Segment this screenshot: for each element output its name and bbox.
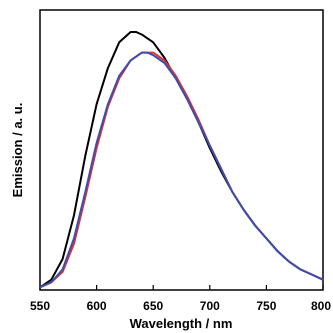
x-tick-label: 750 bbox=[256, 299, 276, 313]
series-line-1 bbox=[39, 31, 324, 289]
x-tick-label: 550 bbox=[30, 299, 50, 313]
x-axis-tick-labels: 550 600 650 700 750 800 bbox=[30, 299, 331, 313]
x-tick-label: 600 bbox=[87, 299, 107, 313]
x-tick-label: 800 bbox=[311, 299, 331, 313]
series-layer bbox=[39, 31, 324, 289]
series-line-3 bbox=[39, 51, 324, 289]
y-axis-title: Emission / a. u. bbox=[10, 103, 25, 198]
x-axis-ticks bbox=[39, 285, 324, 290]
x-axis-title: Wavelength / nm bbox=[130, 316, 233, 331]
x-tick-label: 650 bbox=[143, 299, 163, 313]
plot-frame bbox=[39, 9, 324, 291]
x-tick-label: 700 bbox=[200, 299, 220, 313]
